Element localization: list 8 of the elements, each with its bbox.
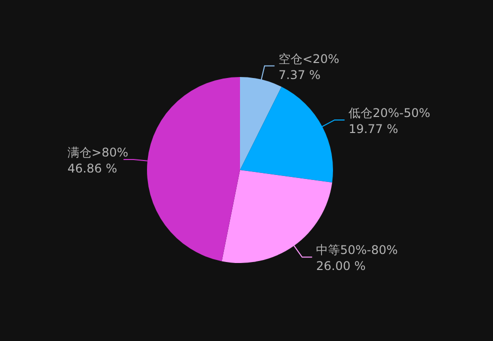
slice-label: 空仓<20%: [278, 52, 340, 66]
slice-label: 低仓20%-50%: [348, 106, 430, 120]
data-label: 26.00 %: [316, 259, 366, 274]
slice-label: 中等50%-80%: [316, 243, 398, 258]
data-label: 19.77 %: [348, 122, 398, 136]
data-label: 46.86 %: [68, 161, 118, 176]
data-label: 7.37 %: [278, 68, 320, 82]
slice-label: 满仓>80%: [68, 145, 128, 160]
